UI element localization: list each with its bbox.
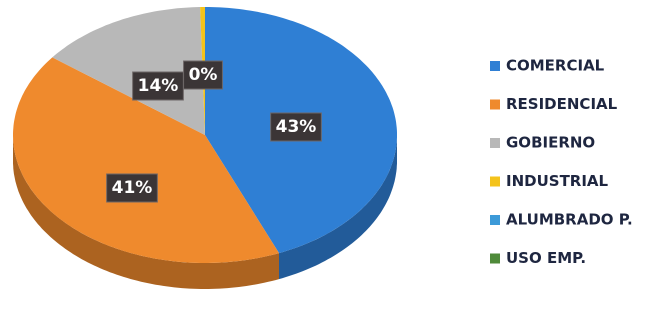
legend-label: COMERCIAL	[506, 57, 605, 75]
label-background	[183, 60, 223, 90]
value-label-box: 14%	[132, 71, 184, 101]
legend-swatch	[490, 215, 500, 225]
legend-swatch	[490, 176, 500, 187]
legend-swatch	[490, 138, 500, 148]
value-label: 43%	[276, 117, 317, 137]
value-label: 14%	[138, 76, 179, 96]
legend-swatch	[490, 61, 500, 71]
slice	[13, 57, 279, 264]
legend-swatch	[490, 253, 500, 264]
legend-label: ALUMBRADO P.	[506, 211, 633, 229]
value-label: 41%	[112, 178, 153, 198]
legend-label: GOBIERNO	[506, 134, 595, 152]
slice-side	[279, 135, 397, 280]
legend-swatch	[490, 99, 500, 110]
label-background	[270, 112, 322, 142]
legend-label: INDUSTRIAL	[506, 172, 609, 190]
legend-label: USO EMP.	[506, 249, 586, 267]
value-label: 0%	[189, 65, 218, 85]
slice-side	[13, 135, 279, 289]
label-background	[106, 173, 158, 203]
value-label-box: 0%	[183, 60, 223, 90]
legend-label: RESIDENCIAL	[506, 95, 618, 113]
value-label-box: 41%	[106, 173, 158, 203]
value-label-box: 43%	[270, 112, 322, 142]
slice	[52, 7, 205, 135]
